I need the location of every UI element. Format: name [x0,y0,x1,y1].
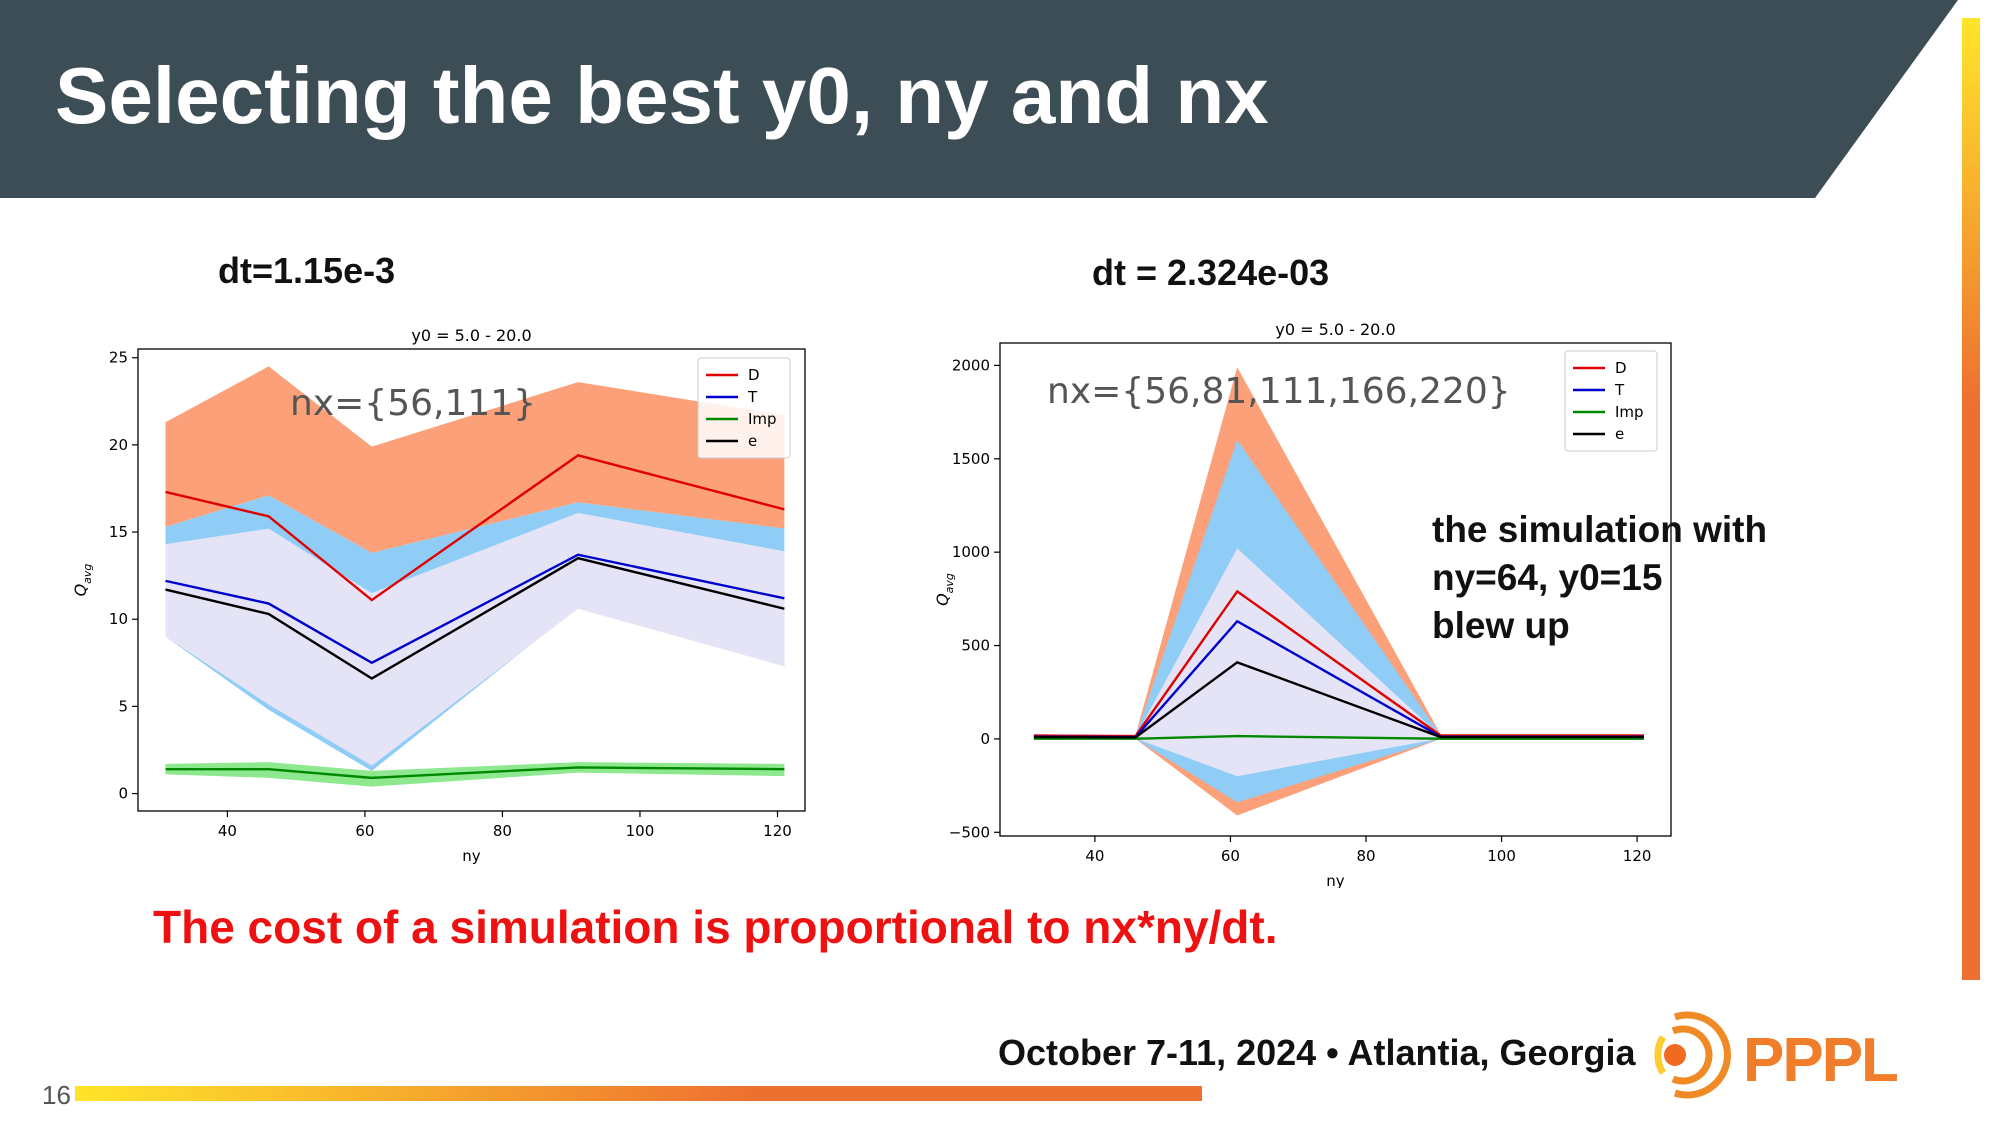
x-tick-label: 100 [1487,847,1516,865]
pppl-logo-mark [1654,1011,1731,1099]
nx-annotation: nx={56,81,111,166,220} [1047,371,1511,412]
legend-label-e: e [1615,425,1624,443]
y-tick-label: −500 [949,823,990,841]
legend-box [1564,350,1658,452]
side-accent-bar [1962,18,1980,980]
plot-content [1033,367,1644,816]
right-chart: 40 60 80 100 120 −500 0 500 1000 1500 2000 y0 = 5.0… [933,320,1672,888]
legend-box [697,357,791,459]
plot-content [165,366,785,787]
y-axis-label-sub: avg [943,573,956,593]
note-line-3: blew up [1432,605,1570,646]
x-tick-label: 120 [1623,847,1652,865]
series-line-imp [1033,734,1644,740]
right-panel-dt-label: dt = 2.324e-03 [1092,252,1330,293]
x-tick-label: 120 [763,822,792,840]
series-line-imp [165,766,785,780]
y-axis-label-main: Q [71,584,90,597]
y-axis-label: Qavg [71,564,94,597]
nx-annotation: nx={56,111} [290,383,536,424]
bottom-accent-bar [75,1086,1202,1101]
y-tick-label: 5 [118,697,128,715]
slide-title: Selecting the best y0, ny and nx [55,51,1269,140]
y-axis-label: Qavg [933,573,956,606]
chart-title: y0 = 5.0 - 20.0 [411,326,531,345]
x-axis-label: ny [462,847,481,865]
legend-label-imp: Imp [748,410,777,428]
x-tick-label: 60 [355,822,374,840]
series-line-e [165,556,785,680]
left-chart: 40 60 80 100 120 0 5 10 15 20 25 y0 = 5.0 - 20.0 ny Q… [71,326,806,865]
y-tick-label: 0 [980,730,990,748]
y-tick-label: 15 [109,523,128,541]
left-panel-dt-label: dt=1.15e-3 [218,250,396,291]
y-axis-label-main: Q [933,593,952,606]
note-line-1: the simulation with [1432,509,1768,550]
x-axis-label: ny [1326,872,1345,888]
y-tick-label: 10 [109,610,128,628]
y-tick-label: 20 [109,436,128,454]
y-tick-label: 1000 [952,543,990,561]
legend-label-imp: Imp [1615,403,1644,421]
legend-label-t: T [747,388,758,406]
band-imp [165,762,785,787]
event-info: October 7-11, 2024 • Atlantia, Georgia [998,1032,1636,1073]
x-tick-label: 80 [493,822,512,840]
pppl-logo-core [1664,1044,1686,1066]
chart-title: y0 = 5.0 - 20.0 [1275,320,1395,339]
x-tick-label: 60 [1221,847,1240,865]
header-background [0,0,1958,198]
blowup-note: the simulation with ny=64, y0=15 blew up [1432,506,1767,650]
series-line-d [165,454,785,602]
band-d [165,366,785,553]
y-axis-label-sub: avg [81,564,94,584]
page-number: 16 [42,1080,71,1110]
y-tick-label: 1500 [952,450,990,468]
series-line-t [165,553,785,665]
plot-frame [999,342,1672,837]
legend-label-t: T [1614,381,1625,399]
legend-label-d: D [748,366,760,384]
band-e [165,512,785,766]
x-tick-label: 80 [1356,847,1375,865]
plot-frame [137,348,806,812]
x-tick-label: 40 [218,822,237,840]
pppl-logo: PPPL [1654,1011,1899,1099]
legend-label-d: D [1615,359,1627,377]
y-tick-label: 25 [109,349,128,367]
series-line-e [1033,660,1644,739]
y-tick-label: 500 [961,637,990,655]
x-tick-label: 100 [626,822,655,840]
y-tick-label: 0 [118,785,128,803]
cost-statement: The cost of a simulation is proportional… [153,901,1278,953]
pppl-logo-text: PPPL [1743,1026,1897,1095]
legend-label-e: e [748,432,757,450]
x-tick-label: 40 [1085,847,1104,865]
header-band [0,0,1958,198]
y-tick-label: 2000 [952,356,990,374]
note-line-2: ny=64, y0=15 [1432,557,1663,598]
